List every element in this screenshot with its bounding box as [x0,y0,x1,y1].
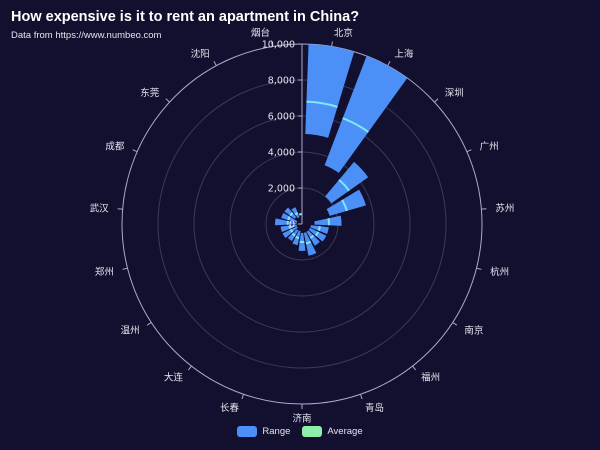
legend-swatch-range [237,426,258,437]
average-arc-8[interactable] [305,240,312,245]
range-bar-17[interactable] [291,207,300,219]
angle-tick-8 [359,394,363,400]
average-arc-17[interactable] [294,212,299,216]
category-label-4: 苏州 [495,202,514,214]
radial-tick-label-4: 8,000 [268,76,295,87]
average-arc-4[interactable] [327,218,330,226]
angle-tick-17 [213,61,217,66]
angle-tick-10 [241,394,245,400]
angle-tick-18 [271,41,273,47]
radial-tick-label-3: 6,000 [268,112,295,123]
average-arc-1[interactable] [342,117,369,133]
range-bar-14[interactable] [274,218,297,226]
legend-label-range: Range [262,426,291,437]
category-label-7: 福州 [421,372,440,384]
angle-tick-1 [387,61,391,66]
angle-tick-12 [146,322,152,326]
angle-tick-13 [122,267,128,270]
category-label-17: 沈阳 [191,48,210,60]
average-arc-11[interactable] [291,232,296,237]
legend-item-average[interactable]: Average [302,426,363,437]
average-arc-12[interactable] [289,229,294,233]
angle-tick-11 [187,365,192,371]
category-label-12: 温州 [121,326,140,337]
category-label-2: 深圳 [445,88,464,99]
range-bar-13[interactable] [280,224,297,232]
average-arc-15[interactable] [287,216,291,221]
category-label-8: 青岛 [365,402,384,414]
category-label-1: 上海 [394,48,414,60]
category-label-5: 杭州 [490,266,509,278]
range-bar-12[interactable] [282,226,298,239]
legend-label-average: Average [327,426,363,437]
radial-tick-label-2: 4,000 [268,148,295,159]
average-arc-0[interactable] [306,100,338,108]
angle-tick-15 [132,149,138,153]
category-label-15: 成都 [105,141,125,153]
angle-tick-0 [331,41,333,47]
range-bar-7[interactable] [306,230,320,246]
angle-tick-7 [412,365,417,371]
category-label-10: 长春 [220,402,240,414]
average-arc-2[interactable] [338,179,350,192]
angle-tick-2 [434,98,439,103]
chart-title: How expensive is it to rent an apartment… [11,9,360,25]
range-bar-2[interactable] [325,161,369,204]
radial-tick-label-5: 10,000 [262,40,295,51]
radial-tick-label-0: 0 [289,220,295,231]
legend-item-range[interactable]: Range [237,426,290,437]
angle-tick-5 [476,267,482,270]
range-bar-16[interactable] [284,207,297,219]
legend: Range Average [0,426,600,437]
average-arc-10[interactable] [295,235,300,240]
chart-subtitle: Data from https://www.numbeo.com [11,30,162,41]
category-label-18: 烟台 [251,27,270,39]
average-arc-3[interactable] [341,199,348,212]
legend-swatch-average [302,426,323,437]
average-arc-16[interactable] [289,212,294,217]
category-label-13: 郑州 [95,266,114,278]
range-bar-1[interactable] [324,55,408,173]
range-bar-3[interactable] [326,189,366,216]
category-label-0: 北京 [334,27,353,39]
category-label-9: 济南 [292,413,311,425]
average-arc-5[interactable] [317,225,321,231]
category-label-3: 广州 [480,141,499,153]
average-arc-6[interactable] [314,231,320,237]
angle-tick-3 [466,149,472,153]
category-label-16: 东莞 [140,87,160,99]
average-arc-7[interactable] [309,234,315,239]
range-bar-8[interactable] [303,232,317,256]
angle-tick-6 [452,322,458,326]
category-label-11: 大连 [164,372,184,384]
range-bar-0[interactable] [305,44,355,138]
category-label-6: 南京 [464,325,483,337]
angle-tick-16 [165,98,170,103]
category-label-14: 武汉 [90,202,110,214]
radial-tick-label-1: 2,000 [268,184,295,195]
average-arc-13[interactable] [288,225,292,230]
